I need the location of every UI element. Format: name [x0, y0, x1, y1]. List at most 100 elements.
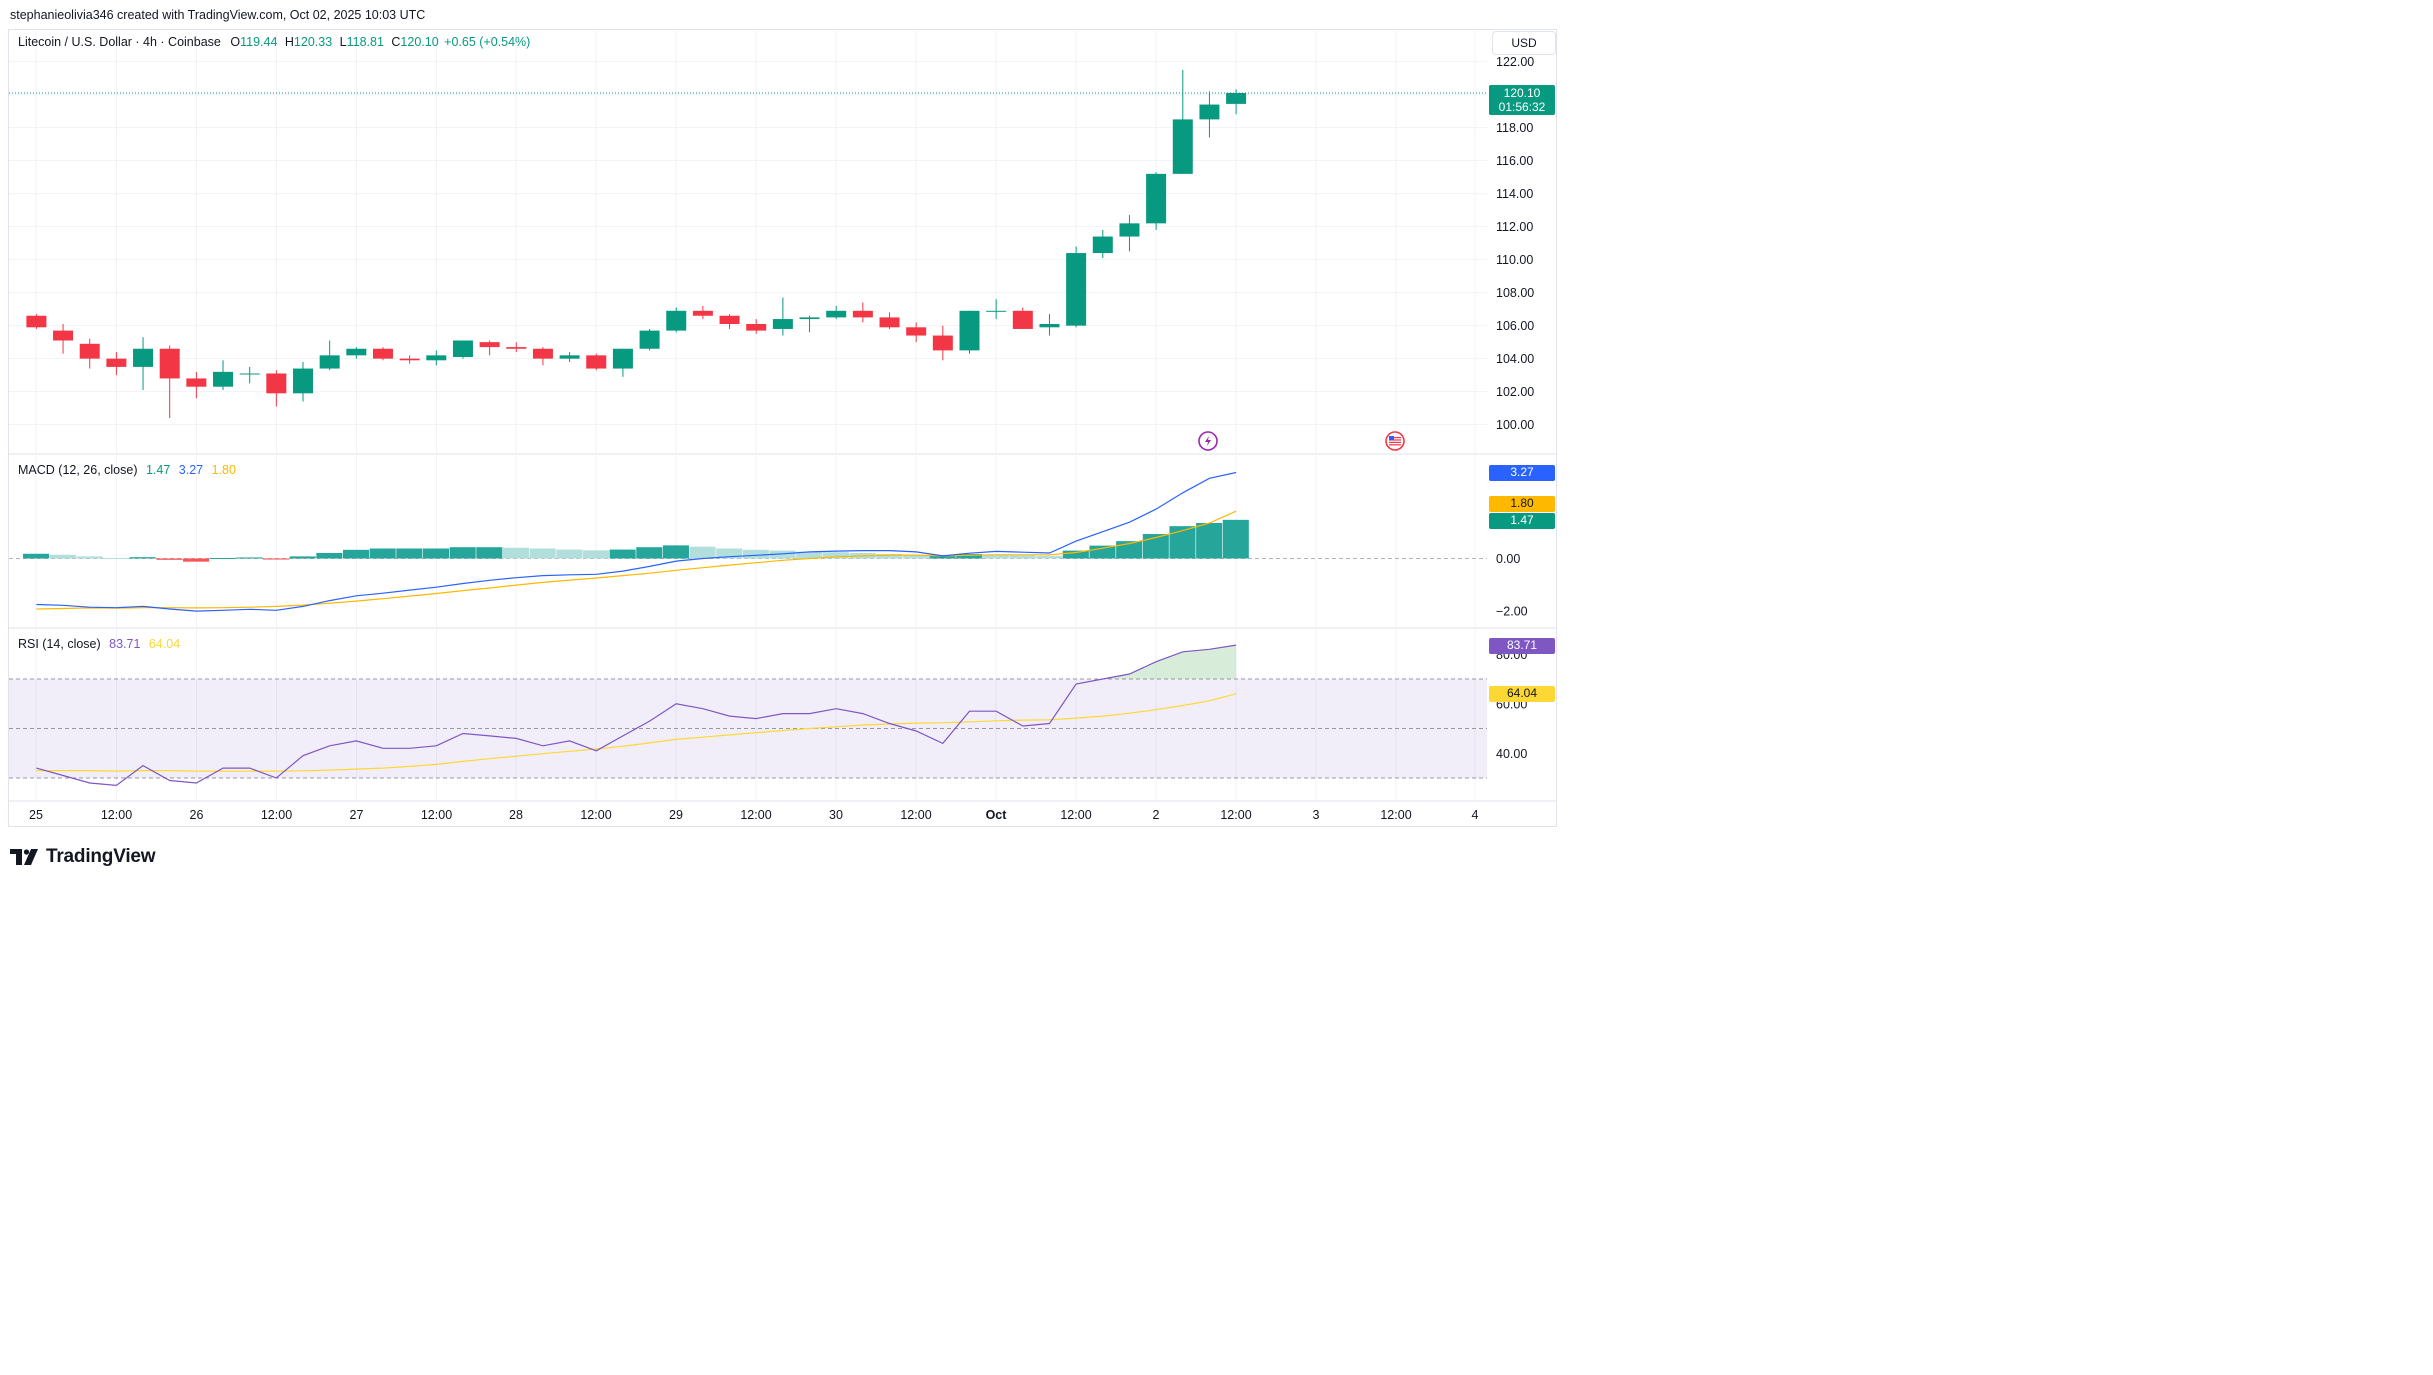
macd-histogram-bar [49, 554, 76, 559]
macd-histogram-bar [502, 547, 530, 559]
macd-histogram-bar [902, 555, 929, 559]
rsi-axis-label: 40.00 [1496, 747, 1527, 761]
macd-histogram-bar [929, 555, 956, 559]
macd-signal-price-label: 1.80 [1489, 496, 1555, 512]
candle-body [293, 368, 313, 394]
macd-title: MACD (12, 26, close) [18, 463, 138, 477]
time-axis-label: 4 [1472, 808, 1479, 822]
high-label: H [284, 35, 294, 49]
macd-histogram-bar [876, 554, 903, 559]
candle-body [1199, 104, 1220, 120]
macd-histogram-bar [662, 545, 689, 559]
currency-selector[interactable]: USD [1492, 31, 1556, 55]
us-flag-stripe [1389, 437, 1401, 439]
macd-histogram-bar [396, 548, 423, 559]
us-flag-canton [1389, 436, 1394, 440]
candle-body [559, 355, 580, 359]
candle-body [1066, 253, 1087, 326]
rsi-title: RSI (14, close) [18, 637, 101, 651]
candle-body [479, 342, 500, 348]
time-axis-label: 27 [350, 808, 364, 822]
candle-body [719, 315, 740, 324]
us-flag-stripe [1389, 439, 1401, 441]
macd-histogram-bar [76, 556, 103, 559]
chart-canvas[interactable]: 25 12:00 26 12:00 27 12:00 28 12:00 29 12:00 30 12:… [0, 0, 1560, 880]
time-axis-label: 12:00 [101, 808, 132, 822]
macd-histogram-bar [156, 558, 183, 560]
price-axis-label: 108.00 [1496, 286, 1534, 300]
chart-frame [8, 29, 1557, 827]
macd-legend: MACD (12, 26, close) 1.47 3.27 1.80 [18, 463, 236, 477]
price-axis-label: 112.00 [1496, 220, 1533, 234]
open-value: 119.44 [240, 35, 278, 49]
macd-histogram-bar [263, 558, 290, 560]
open-label: O [230, 35, 241, 49]
macd-histogram-bar [636, 547, 663, 559]
close-label: C [391, 35, 401, 49]
rsi-value: 83.71 [109, 637, 141, 651]
candle-body [239, 373, 260, 375]
macd-histogram-bar [23, 553, 50, 559]
price-axis-label: 104.00 [1496, 352, 1534, 366]
candle-body [346, 348, 367, 356]
macd-hist-price-label: 1.47 [1489, 513, 1555, 529]
candle-body [746, 324, 767, 331]
time-axis-label: 12:00 [421, 808, 452, 822]
candle-body [532, 348, 553, 359]
price-axis-label: 106.00 [1496, 319, 1534, 333]
macd-histogram-bar [529, 548, 556, 559]
time-axis-label: 12:00 [261, 808, 292, 822]
crypto-event-icon-bolt [1205, 436, 1211, 446]
candle-body [586, 355, 607, 369]
tradingview-logo-text: TradingView [46, 846, 156, 867]
macd-histogram-bar [129, 557, 156, 559]
candle-body [906, 327, 927, 336]
macd-histogram-bar [556, 549, 583, 559]
candle-body [1119, 223, 1140, 237]
candle-body [852, 310, 873, 318]
macd-histogram-bar [1116, 541, 1143, 559]
macd-signal-value: 1.80 [211, 463, 236, 477]
time-axis-label: 12:00 [1060, 808, 1091, 822]
candle-body [319, 355, 340, 369]
last-price-label: 120.10 01:56:32 [1489, 85, 1555, 115]
candle-body [426, 355, 447, 361]
macd-histogram-bar [956, 554, 983, 559]
macd-histogram-bar [316, 552, 343, 559]
macd-histogram-bar [342, 549, 370, 559]
candle-body [159, 348, 180, 379]
rsi-overbought-fill [1102, 645, 1237, 679]
macd-histogram-bar [1169, 526, 1196, 559]
macd-histogram-bar [183, 558, 210, 562]
candle-body [79, 343, 100, 359]
last-price-value: 120.10 [1503, 86, 1541, 100]
time-axis-label: 12:00 [900, 808, 931, 822]
macd-histogram-bar [796, 551, 823, 559]
rsi-price-label: 83.71 [1489, 638, 1555, 654]
macd-histogram-bar [609, 549, 636, 559]
rsi-line [36, 644, 1237, 787]
price-axis-label: 116.00 [1496, 154, 1533, 168]
macd-histogram-bar [1036, 555, 1063, 559]
macd-line-value: 3.27 [178, 463, 204, 477]
price-axis-label: 122.00 [1496, 55, 1534, 69]
time-axis-label: 12:00 [580, 808, 611, 822]
candle-body [692, 310, 713, 316]
macd-histogram-bar [236, 557, 263, 559]
macd-histogram-bar [1089, 545, 1116, 559]
candle-body [612, 348, 633, 369]
candle-body [1039, 324, 1060, 328]
price-axis-label: 110.00 [1496, 253, 1533, 267]
macd-histogram-bar [689, 546, 716, 559]
macd-histogram-bar [582, 550, 609, 559]
price-axis-label: 118.00 [1496, 121, 1533, 135]
time-axis-label: 30 [829, 808, 843, 822]
low-value: 118.81 [346, 35, 384, 49]
macd-histogram-bar [209, 557, 236, 559]
macd-histogram-bar [422, 548, 450, 559]
macd-line-price-label: 3.27 [1489, 465, 1555, 481]
candle-body [506, 347, 527, 349]
candle-body [1172, 119, 1193, 174]
tradingview-logo[interactable]: TradingView [10, 846, 156, 868]
candle-body [213, 371, 234, 387]
